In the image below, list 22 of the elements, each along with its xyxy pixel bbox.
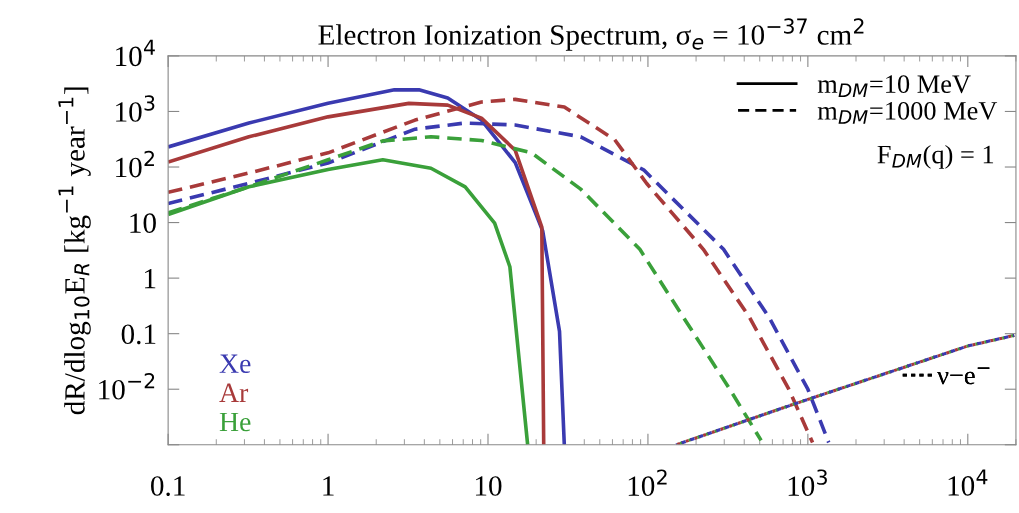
text: Ar — [219, 383, 249, 402]
text: He — [219, 412, 251, 432]
y-tick-label: 10 — [130, 213, 156, 233]
y-tick-label: 10$^{−2}$ — [99, 372, 155, 400]
x-tick-label: 10$^{2}$ — [628, 469, 667, 497]
y-tick-label: 1 — [145, 268, 156, 289]
y-tick-label: 10$^{4}$ — [116, 39, 155, 67]
chart-title: Electron Ionization Spectrum, σ$_{e}$ = 10$^{−37}$ cm$^{2}$ — [318, 18, 864, 51]
annotation: ν−e$^{−}$ — [937, 367, 990, 385]
y-tick-label: 10$^{3}$ — [116, 95, 155, 122]
x-tick-label: 0.1 — [151, 476, 185, 496]
x-tick-label: 1 — [323, 476, 334, 496]
text: dR/dlog$_{10}$E$_{R}$ [kg$^{−1}$ year$^{−1}$] — [58, 87, 91, 415]
y-tick-label: 10$^{2}$ — [116, 150, 154, 178]
annotation: m$_{DM}$=10 MeV — [817, 75, 971, 98]
x-tick-label: 10$^{4}$ — [948, 469, 988, 496]
x-tick-label: 10 — [475, 476, 502, 496]
annotation: F$_{DM}$(q) = 1 — [877, 144, 994, 169]
text: Xe — [219, 354, 251, 374]
y-tick-label: 0.1 — [121, 324, 156, 345]
x-tick-label: 10$^{3}$ — [788, 469, 827, 497]
annotation: m$_{DM}$=1000 MeV — [817, 101, 998, 124]
